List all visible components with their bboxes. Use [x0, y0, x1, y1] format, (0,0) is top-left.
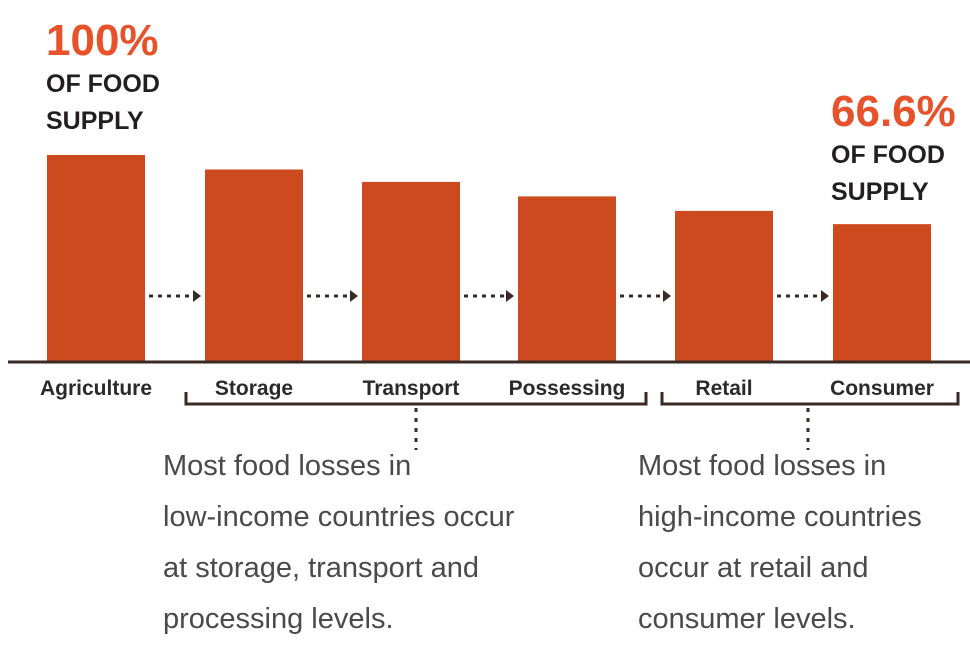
note-low-income-line-4: processing levels. [163, 603, 394, 635]
annotation-start-line-1: OF FOOD [46, 70, 160, 98]
bar-storage [205, 169, 303, 362]
note-high-income: Most food losses in high-income countrie… [638, 441, 922, 645]
category-label-possessing: Possessing [509, 377, 626, 400]
annotation-start-value: 100% [46, 16, 159, 65]
bar-consumer [833, 224, 931, 362]
bars-group [47, 155, 931, 362]
note-low-income: Most food losses in low-income countries… [163, 441, 514, 645]
annotation-end-line-2: SUPPLY [831, 178, 929, 206]
bar-agriculture [47, 155, 145, 362]
category-label-consumer: Consumer [830, 377, 934, 400]
annotation-end-line-1: OF FOOD [831, 141, 945, 169]
category-label-retail: Retail [695, 377, 752, 400]
note-high-income-line-3: occur at retail and [638, 552, 869, 584]
flow-arrow-4 [620, 290, 671, 302]
annotation-start-line-2: SUPPLY [46, 107, 144, 135]
category-labels: Agriculture Storage Transport Possessing Ret… [40, 377, 934, 400]
category-label-transport: Transport [363, 377, 460, 400]
bracket-low-income [184, 392, 648, 450]
flow-arrows [149, 290, 829, 302]
category-label-storage: Storage [215, 377, 293, 400]
note-high-income-line-4: consumer levels. [638, 603, 856, 635]
note-low-income-line-3: at storage, transport and [163, 552, 479, 584]
category-label-agriculture: Agriculture [40, 377, 152, 400]
flow-arrow-3 [464, 290, 514, 302]
bar-possessing [518, 196, 616, 362]
bracket-high-income [660, 392, 960, 450]
flow-arrow-2 [307, 290, 358, 302]
note-high-income-line-2: high-income countries [638, 501, 922, 533]
flow-arrow-5 [777, 290, 829, 302]
annotation-end-value: 66.6% [831, 87, 956, 136]
bar-retail [675, 210, 773, 362]
bar-transport [362, 181, 460, 362]
note-high-income-line-1: Most food losses in [638, 450, 887, 482]
flow-arrow-1 [149, 290, 201, 302]
note-low-income-line-2: low-income countries occur [163, 501, 515, 533]
note-low-income-line-1: Most food losses in [163, 450, 412, 482]
